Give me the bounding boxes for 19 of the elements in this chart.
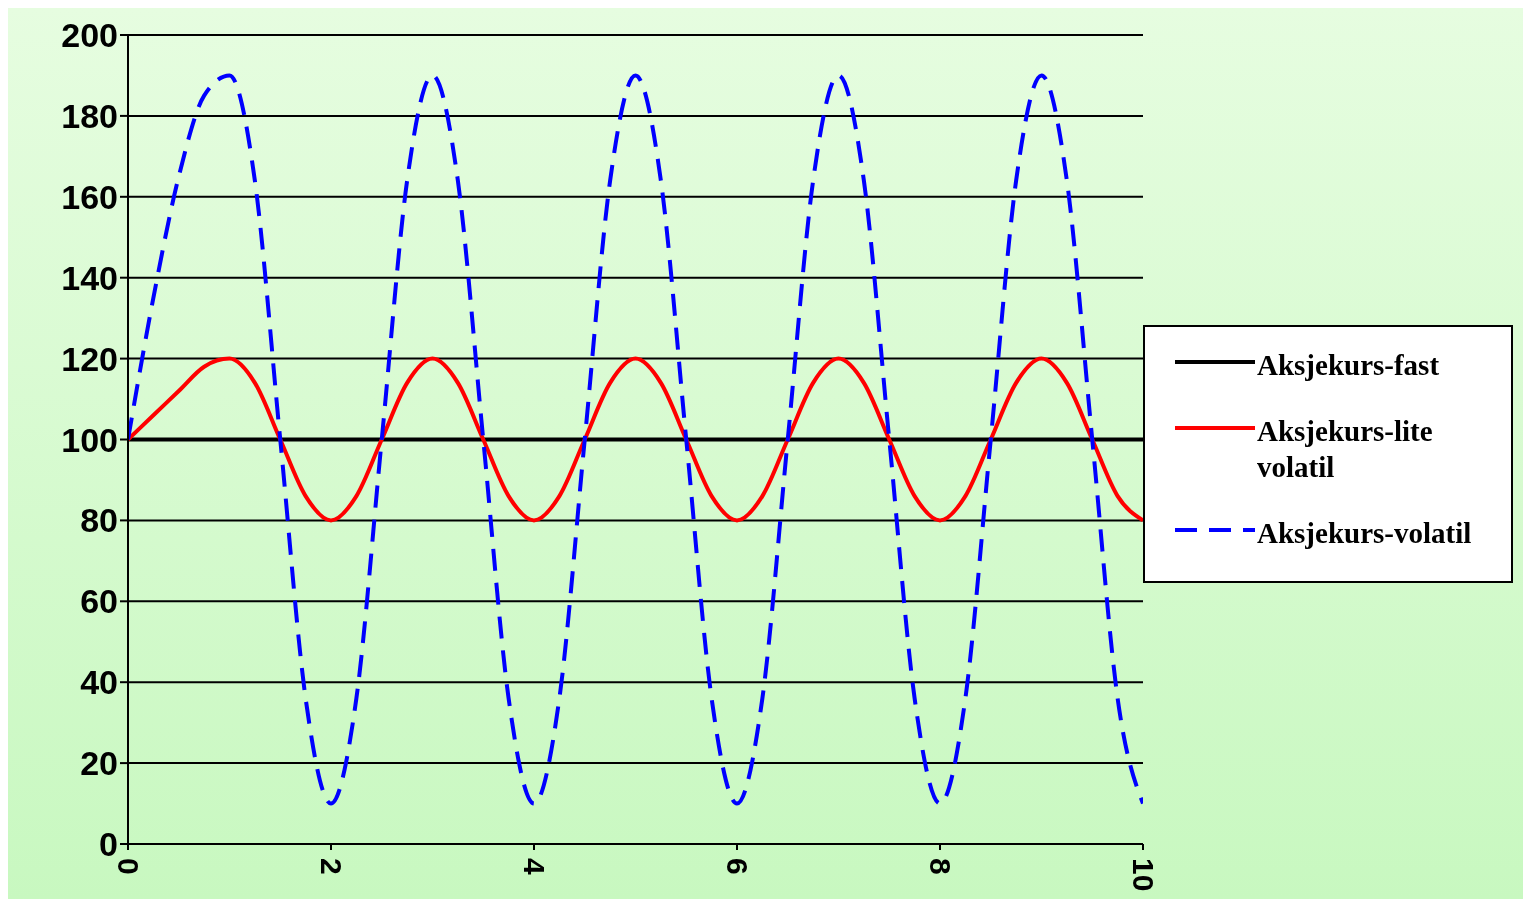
y-tick-label: 120 [61, 339, 118, 378]
y-tick-label: 60 [80, 582, 118, 621]
legend-label: Aksjekurs-volatil [1257, 515, 1473, 551]
y-tick-label: 140 [61, 258, 118, 297]
y-tick-label: 20 [80, 744, 118, 783]
y-tick-label: 200 [61, 16, 118, 55]
y-tick-label: 180 [61, 96, 118, 135]
x-tick-label: 6 [720, 858, 754, 875]
x-tick-label: 10 [1126, 858, 1160, 892]
x-tick-label: 4 [517, 858, 551, 875]
y-tick-label: 100 [61, 420, 118, 459]
legend-label: Aksjekurs-lite volatil [1257, 413, 1434, 485]
x-tick-label: 2 [314, 858, 348, 875]
y-tick-label: 80 [80, 501, 118, 540]
y-tick-label: 40 [80, 663, 118, 702]
legend-label: Aksjekurs-fast [1257, 347, 1441, 383]
x-tick-label: 0 [111, 858, 145, 875]
x-tick-label: 8 [923, 858, 957, 875]
y-tick-label: 160 [61, 177, 118, 216]
